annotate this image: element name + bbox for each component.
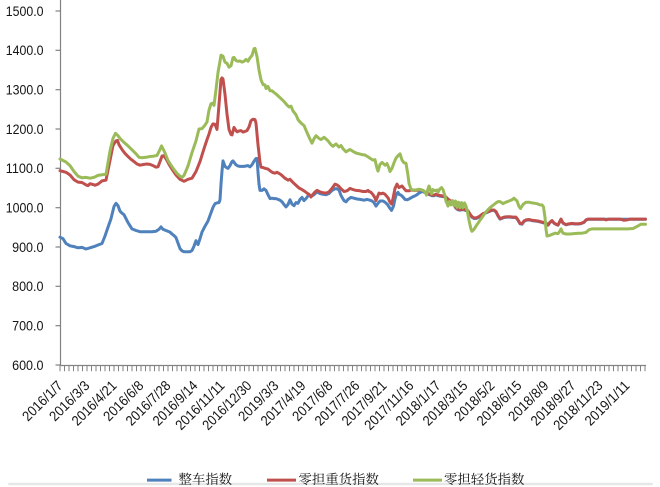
svg-text:600.0: 600.0 — [12, 358, 43, 374]
svg-text:1300.0: 1300.0 — [6, 83, 44, 99]
svg-text:800.0: 800.0 — [12, 279, 43, 295]
svg-text:900.0: 900.0 — [12, 240, 43, 256]
svg-text:700.0: 700.0 — [12, 319, 43, 335]
svg-text:1500.0: 1500.0 — [6, 4, 44, 20]
svg-text:1400.0: 1400.0 — [6, 43, 44, 59]
svg-text:1000.0: 1000.0 — [6, 201, 44, 217]
svg-text:1200.0: 1200.0 — [6, 122, 44, 138]
svg-text:1100.0: 1100.0 — [6, 161, 44, 177]
